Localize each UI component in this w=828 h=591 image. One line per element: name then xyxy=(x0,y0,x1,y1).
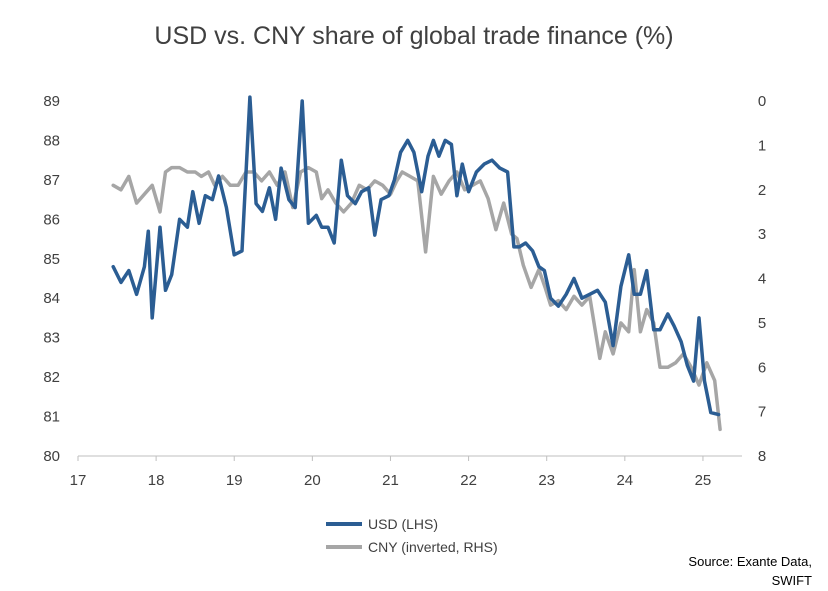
left-tick-label: 80 xyxy=(43,448,60,465)
source-note-line1: Source: Exante Data, xyxy=(688,554,812,569)
left-tick-label: 87 xyxy=(43,172,60,189)
right-tick-label: 3 xyxy=(758,226,766,243)
right-tick-label: 5 xyxy=(758,315,766,332)
right-axis-ticks: 0 1 2 3 4 5 6 7 8 xyxy=(758,93,766,465)
left-tick-label: 86 xyxy=(43,211,60,228)
x-tick-label: 17 xyxy=(70,472,87,489)
chart-title: USD vs. CNY share of global trade financ… xyxy=(154,22,673,50)
left-tick-label: 84 xyxy=(43,290,60,307)
left-tick-label: 85 xyxy=(43,251,60,268)
left-tick-label: 89 xyxy=(43,93,60,110)
right-tick-label: 1 xyxy=(758,137,766,154)
x-tick-label: 20 xyxy=(304,472,321,489)
left-tick-label: 82 xyxy=(43,369,60,386)
x-tick-label: 18 xyxy=(148,472,165,489)
left-tick-label: 83 xyxy=(43,330,60,347)
right-tick-label: 2 xyxy=(758,182,766,199)
x-tick-label: 25 xyxy=(695,472,712,489)
left-tick-label: 81 xyxy=(43,409,60,426)
x-tick-label: 21 xyxy=(382,472,399,489)
legend: USD (LHS) CNY (inverted, RHS) xyxy=(326,516,498,555)
series-group xyxy=(111,95,722,432)
x-tick-label: 23 xyxy=(538,472,555,489)
right-tick-label: 7 xyxy=(758,404,766,421)
right-tick-label: 6 xyxy=(758,359,766,376)
right-tick-label: 0 xyxy=(758,93,766,110)
x-tick-label: 19 xyxy=(226,472,243,489)
usd-series-line xyxy=(111,95,721,417)
x-tick-label: 22 xyxy=(460,472,477,489)
source-note-line2: SWIFT xyxy=(772,573,812,588)
right-tick-label: 8 xyxy=(758,448,766,465)
x-axis-ticks: 17 18 19 20 21 22 23 24 25 xyxy=(70,456,712,489)
x-tick-label: 24 xyxy=(616,472,633,489)
right-tick-label: 4 xyxy=(758,271,766,288)
legend-label-cny: CNY (inverted, RHS) xyxy=(368,539,498,555)
legend-label-usd: USD (LHS) xyxy=(368,516,438,532)
left-axis-ticks: 80 81 82 83 84 85 86 87 88 89 xyxy=(43,93,60,465)
left-tick-label: 88 xyxy=(43,132,60,149)
